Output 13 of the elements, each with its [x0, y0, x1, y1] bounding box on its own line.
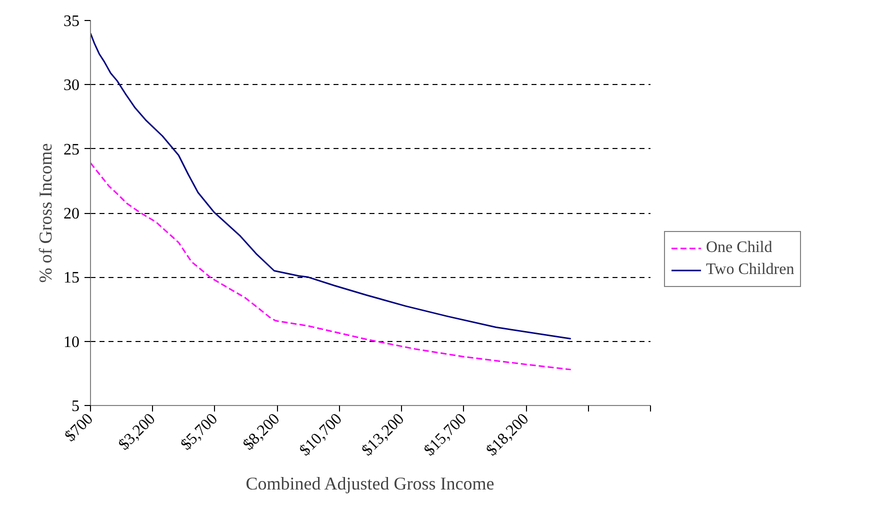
y-tick-label: 25 — [64, 141, 80, 158]
y-tick-label: 10 — [64, 334, 80, 351]
line-series — [90, 32, 572, 340]
legend-label: Two Children — [706, 261, 794, 279]
y-axis-title: % of Gross Income — [36, 143, 56, 283]
y-tick-label: 20 — [64, 206, 80, 222]
legend-label: One Child — [706, 239, 772, 257]
y-tick-label: 15 — [64, 270, 80, 287]
y-tick-label: 5 — [72, 398, 80, 415]
y-tick-label: 30 — [64, 77, 80, 94]
line-series — [90, 162, 572, 370]
x-axis-title: Combined Adjusted Gross Income — [246, 473, 494, 494]
y-tick-label: 35 — [64, 13, 80, 30]
